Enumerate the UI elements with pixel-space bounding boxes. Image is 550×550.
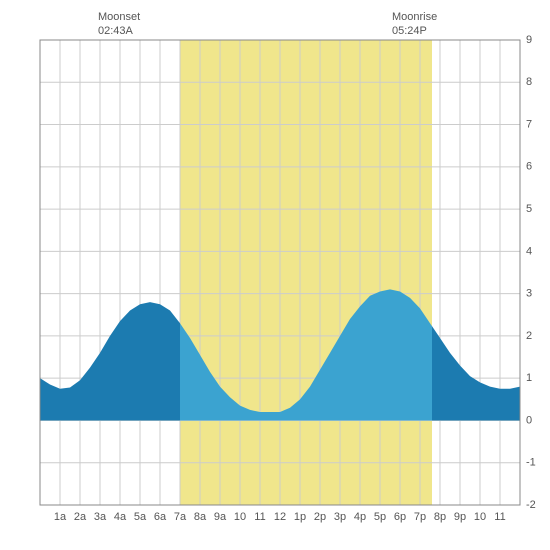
moonset-annotation: Moonset 02:43A	[98, 10, 140, 39]
y-tick-label: 5	[526, 203, 532, 215]
y-tick-label: 6	[526, 161, 532, 173]
y-tick-label: 1	[526, 372, 532, 384]
x-tick-label: 8a	[194, 511, 207, 523]
x-tick-label: 4p	[354, 511, 366, 523]
moonrise-annotation: Moonrise 05:24P	[392, 10, 437, 39]
y-tick-label: -1	[526, 457, 536, 469]
x-tick-label: 1p	[294, 511, 306, 523]
x-tick-label: 9a	[214, 511, 227, 523]
grid	[40, 40, 520, 505]
x-tick-label: 2p	[314, 511, 326, 523]
y-tick-label: 2	[526, 330, 532, 342]
y-tick-label: 3	[526, 288, 532, 300]
x-tick-label: 10	[474, 511, 486, 523]
x-tick-label: 4a	[114, 511, 127, 523]
moonset-time: 02:43A	[98, 24, 140, 38]
x-tick-label: 5p	[374, 511, 386, 523]
x-tick-label: 7a	[174, 511, 187, 523]
daylight-band	[180, 40, 432, 505]
x-tick-label: 3a	[94, 511, 107, 523]
y-tick-label: 7	[526, 118, 532, 130]
y-tick-label: 8	[526, 76, 532, 88]
x-tick-label: 1a	[54, 511, 67, 523]
y-tick-label: -2	[526, 499, 536, 511]
x-tick-label: 5a	[134, 511, 147, 523]
tide-area-segment	[40, 302, 180, 420]
moonrise-time: 05:24P	[392, 24, 437, 38]
x-tick-label: 9p	[454, 511, 466, 523]
chart-svg: -2-101234567891a2a3a4a5a6a7a8a9a1011121p…	[10, 10, 540, 540]
x-tick-label: 6p	[394, 511, 406, 523]
tide-chart: Moonset 02:43A Moonrise 05:24P -2-101234…	[10, 10, 540, 540]
moonset-label: Moonset	[98, 10, 140, 24]
x-tick-label: 8p	[434, 511, 446, 523]
x-tick-label: 3p	[334, 511, 346, 523]
x-tick-label: 11	[494, 511, 505, 523]
x-tick-label: 7p	[414, 511, 426, 523]
x-tick-label: 10	[234, 511, 246, 523]
x-tick-label: 2a	[74, 511, 87, 523]
moonrise-label: Moonrise	[392, 10, 437, 24]
x-tick-label: 6a	[154, 511, 167, 523]
tide-area-segment	[432, 326, 520, 420]
x-tick-label: 11	[254, 511, 265, 523]
y-tick-label: 0	[526, 414, 532, 426]
x-tick-label: 12	[274, 511, 286, 523]
y-tick-label: 4	[526, 245, 532, 257]
y-tick-label: 9	[526, 34, 532, 46]
